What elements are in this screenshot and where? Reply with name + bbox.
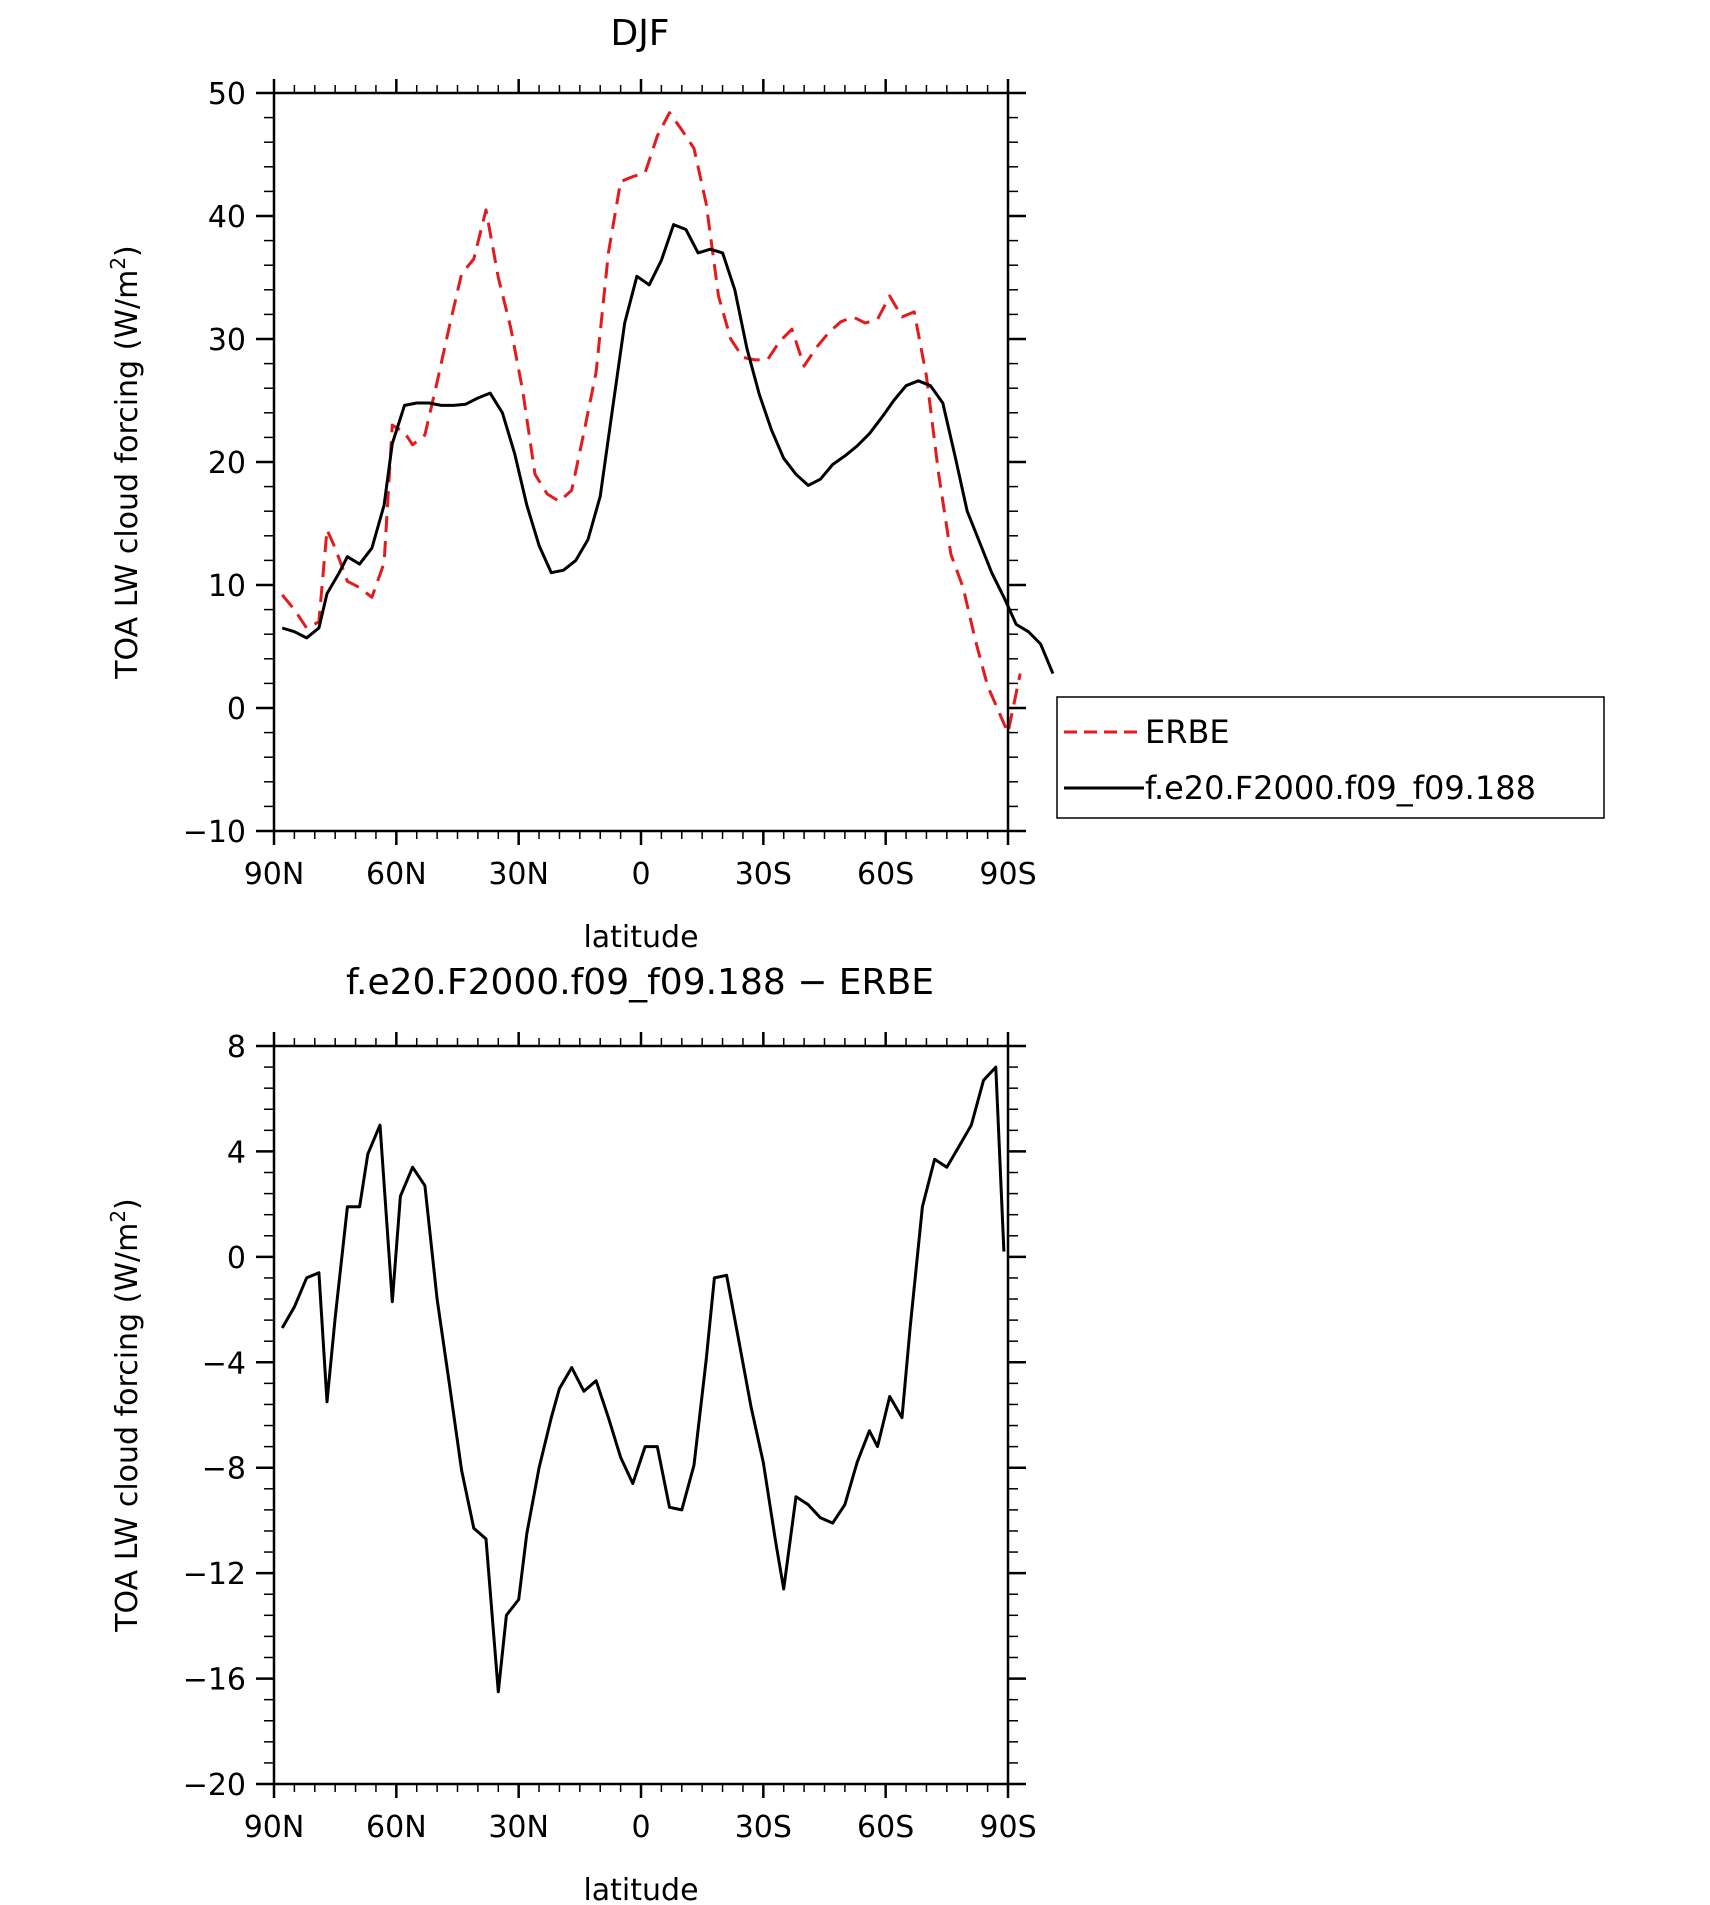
top-ytick-label: 40 <box>208 200 246 235</box>
bottom-ytick-label: −12 <box>183 1557 246 1592</box>
top-y-axis-label: TOA LW cloud forcing (W/m2) <box>106 245 145 680</box>
top-ytick-label: 20 <box>208 446 246 481</box>
top-plot-frame <box>272 91 1010 833</box>
bottom-ytick-label: −8 <box>202 1452 246 1487</box>
top-ytick-label: 10 <box>208 569 246 604</box>
top-series-line-1 <box>281 223 1055 675</box>
bottom-ytick-label: 0 <box>227 1241 246 1276</box>
top-xtick-label: 30N <box>488 857 549 892</box>
bottom-y-axis-label: TOA LW cloud forcing (W/m2) <box>106 1198 145 1633</box>
bottom-xtick-label: 90N <box>244 1810 305 1845</box>
legend-box <box>1056 696 1605 819</box>
bottom-ytick-label: −20 <box>183 1768 246 1803</box>
top-x-axis-label: latitude <box>583 920 698 955</box>
bottom-xtick-label: 30S <box>735 1810 792 1845</box>
bottom-xtick-label: 60S <box>857 1810 914 1845</box>
top-ytick-label: 50 <box>208 77 246 112</box>
bottom-panel: f.e20.F2000.f09_f09.188 − ERBE 90N 60N 30N… <box>106 962 1037 1905</box>
top-xtick-label: 90S <box>979 857 1036 892</box>
top-xtick-label: 90N <box>244 857 305 892</box>
bottom-plot-frame <box>272 1044 1010 1786</box>
top-series-line-0 <box>281 111 1022 735</box>
bottom-chart-title: f.e20.F2000.f09_f09.188 − ERBE <box>346 962 934 1003</box>
bottom-ytick-label: −16 <box>183 1663 246 1698</box>
bottom-series-line-0 <box>280 1065 1006 1694</box>
top-chart-title: DJF <box>610 13 669 54</box>
top-ytick-label: −10 <box>183 815 246 850</box>
bottom-xtick-label: 90S <box>979 1810 1036 1845</box>
top-ytick-label: 0 <box>227 692 246 727</box>
bottom-xtick-label: 0 <box>631 1810 650 1845</box>
bottom-ytick-label: −4 <box>202 1346 246 1381</box>
bottom-xtick-label: 30N <box>488 1810 549 1845</box>
top-xtick-label: 30S <box>735 857 792 892</box>
top-panel: DJF 90N 60N 30N 0 30S 60S 90S −10 0 10 20 30 40 50 l… <box>106 13 1055 955</box>
top-ytick-label: 30 <box>208 323 246 358</box>
bottom-ytick-label: 4 <box>227 1135 246 1170</box>
top-xtick-label: 0 <box>631 857 650 892</box>
top-xtick-label: 60N <box>366 857 427 892</box>
legend-label-model: f.e20.F2000.f09_f09.188 <box>1145 769 1536 807</box>
legend-label-erbe: ERBE <box>1145 713 1230 751</box>
bottom-xtick-label: 60N <box>366 1810 427 1845</box>
legend: ERBE f.e20.F2000.f09_f09.188 <box>1056 696 1605 819</box>
bottom-ytick-label: 8 <box>227 1030 246 1065</box>
bottom-x-axis-label: latitude <box>583 1873 698 1905</box>
top-xtick-label: 60S <box>857 857 914 892</box>
